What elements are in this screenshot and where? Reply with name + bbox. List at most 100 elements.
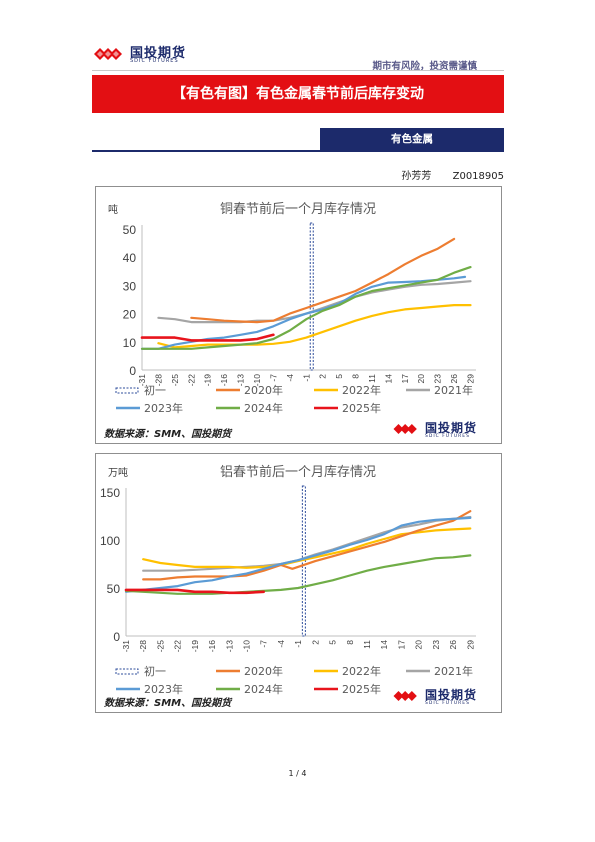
y-tick-label: 20	[123, 308, 137, 322]
y-tick-label: 100	[100, 534, 120, 548]
y-axis-unit: 吨	[108, 203, 118, 216]
legend-label: 2021年	[434, 383, 473, 397]
risk-slogan: 期市有风险，投资需谨慎	[372, 61, 477, 72]
x-tick-label: -28	[153, 374, 163, 387]
x-tick-label: -31	[121, 640, 131, 653]
y-tick-label: 50	[123, 223, 137, 237]
x-tick-label: 2	[318, 374, 328, 379]
x-tick-label: 5	[328, 640, 338, 645]
x-tick-label: 2	[310, 640, 320, 645]
y-tick-label: 40	[123, 251, 137, 265]
company-logo: 国投期货 SDIC FUTURES	[92, 42, 232, 68]
logo-en-text: SDIC FUTURES	[425, 701, 470, 706]
x-tick-label: 29	[466, 374, 476, 384]
x-tick-label: 11	[362, 640, 372, 649]
legend-label: 2022年	[342, 664, 381, 678]
report-title: 【有色有图】有色金属春节前后库存变动	[92, 75, 504, 113]
logo-mark-icon	[393, 424, 417, 434]
legend-label: 2024年	[244, 401, 283, 415]
x-tick-label: -25	[155, 640, 165, 653]
x-tick-label: 17	[400, 374, 410, 384]
logo-en-text: SDIC FUTURES	[425, 434, 470, 439]
x-tick-label: -16	[207, 640, 217, 653]
series-line-2023	[124, 516, 472, 593]
copper-chart-panel: 铜春节前后一个月库存情况吨 0 10 20 30 40 50 -31 -28 -25 -22 -19-…	[95, 186, 502, 444]
x-tick-label: 20	[416, 374, 426, 384]
series-line-2021	[142, 515, 472, 572]
logo-mark-icon	[94, 48, 122, 60]
aluminum-chart-panel: 铝春节前后一个月库存情况 万吨 0 50 100 150 -31 -28 -25 -22 -19 -1…	[95, 453, 502, 713]
legend-label: 2025年	[342, 682, 381, 696]
x-tick-label: 17	[396, 640, 406, 650]
x-tick-label: -13	[236, 374, 246, 387]
author-name: 孙芳芳	[401, 171, 432, 182]
series-line-2024	[124, 554, 472, 595]
author-license: Z0018905	[452, 171, 504, 182]
chart-source: 数据来源：SMM、国投期货	[104, 698, 232, 709]
legend-label: 初一	[144, 664, 166, 678]
section-underline	[92, 150, 504, 152]
y-tick-label: 0	[129, 364, 136, 378]
x-tick-label: -4	[285, 374, 295, 382]
x-tick-label: -7	[268, 374, 278, 382]
x-tick-label: -31	[137, 374, 147, 387]
chart-logo: 国投期货 SDIC FUTURES	[389, 686, 493, 708]
x-tick-label: -10	[252, 374, 262, 387]
x-tick-label: -1	[293, 640, 303, 648]
x-tick-label: 23	[431, 640, 441, 650]
y-tick-label: 10	[123, 336, 137, 350]
logo-text: 国投期货	[425, 421, 478, 435]
x-tick-label: -28	[138, 640, 148, 653]
series-line-2022	[157, 304, 472, 349]
x-tick-label: -22	[173, 640, 183, 653]
logo-text: 国投期货	[130, 46, 187, 61]
logo-text: 国投期货	[425, 688, 478, 702]
legend-label: 2024年	[244, 682, 283, 696]
page-number: 1 / 4	[288, 769, 307, 778]
chuyi-marker-line	[309, 222, 314, 371]
section-tab: 有色金属	[320, 128, 504, 151]
x-tick-label: -1	[301, 374, 311, 382]
logo-en-text: SDIC FUTURES	[130, 58, 179, 64]
legend-label: 2021年	[434, 664, 473, 678]
x-tick-label: 26	[448, 640, 458, 650]
series-line-2025	[140, 333, 275, 342]
x-tick-label: -10	[241, 640, 251, 653]
series-line-2020	[190, 237, 456, 324]
x-tick-label: -19	[203, 374, 213, 387]
chart-title: 铝春节前后一个月库存情况	[220, 464, 376, 480]
x-tick-label: -22	[186, 374, 196, 387]
x-tick-label: -25	[170, 374, 180, 387]
legend-swatch-chuyi	[115, 668, 139, 675]
y-tick-label: 30	[123, 279, 137, 293]
series-line-2024	[140, 266, 472, 350]
x-tick-label: -4	[276, 640, 286, 648]
x-tick-label: 5	[334, 374, 344, 379]
x-tick-label: 14	[383, 374, 393, 384]
x-tick-label: -7	[259, 640, 269, 648]
chart-logo: 国投期货 SDIC FUTURES	[389, 419, 493, 441]
header-divider	[92, 70, 504, 71]
series-line-2025	[124, 588, 265, 595]
x-tick-label: 8	[351, 374, 361, 379]
y-tick-label: 0	[113, 630, 120, 644]
legend-label: 2023年	[144, 401, 183, 415]
chart-title: 铜春节前后一个月库存情况	[220, 201, 376, 217]
author-line: 孙芳芳 Z0018905	[383, 167, 504, 182]
legend-swatch-chuyi	[115, 387, 139, 394]
y-tick-label: 50	[107, 582, 121, 596]
x-tick-label: -13	[224, 640, 234, 653]
x-tick-label: 23	[433, 374, 443, 384]
legend-label: 2025年	[342, 401, 381, 415]
y-tick-label: 150	[100, 486, 120, 500]
x-tick-label: 14	[379, 640, 389, 650]
x-tick-label: -19	[190, 640, 200, 653]
x-tick-label: 29	[465, 640, 475, 650]
legend-label: 2020年	[244, 664, 283, 678]
x-tick-label: 8	[345, 640, 355, 645]
y-axis-unit: 万吨	[108, 466, 128, 479]
x-tick-label: -16	[219, 374, 229, 387]
x-tick-label: 11	[367, 374, 377, 383]
chart-source: 数据来源：SMM、国投期货	[104, 429, 232, 440]
